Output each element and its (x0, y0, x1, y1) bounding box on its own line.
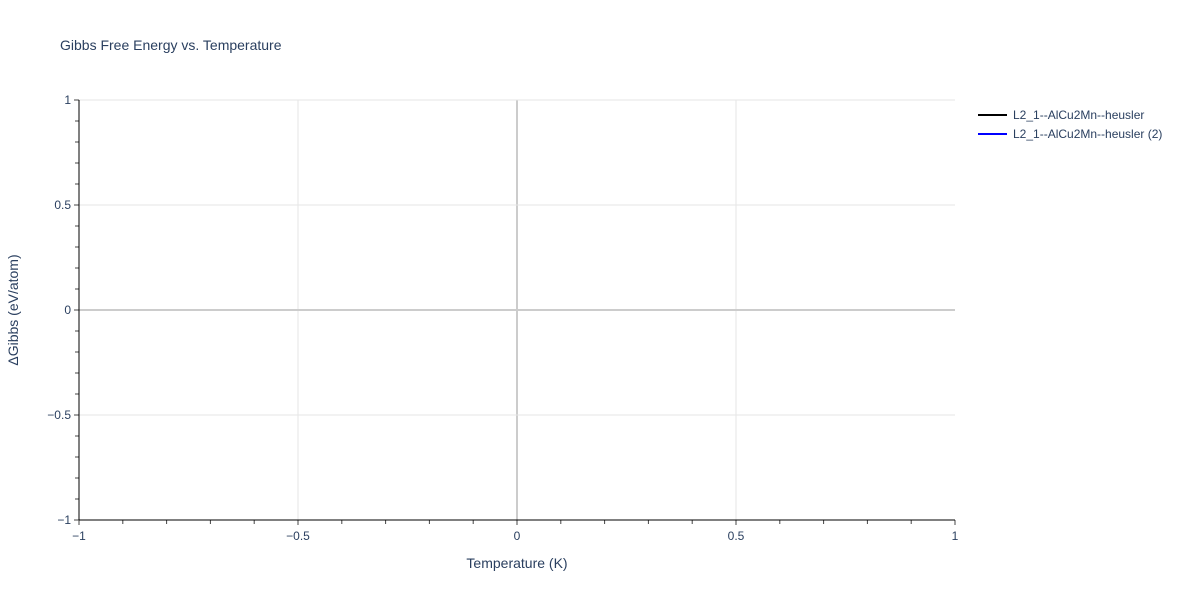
x-tick-label: 1 (952, 529, 959, 543)
x-tick-label: 0 (514, 529, 521, 543)
chart-title: Gibbs Free Energy vs. Temperature (60, 37, 282, 53)
legend: L2_1--AlCu2Mn--heusler L2_1--AlCu2Mn--heu… (978, 108, 1162, 141)
x-tick-label: −1 (72, 529, 86, 543)
y-tick-label: −0.5 (47, 408, 71, 422)
grid (79, 99, 955, 520)
y-tick-label: −1 (57, 513, 71, 527)
y-tick-label: 0 (64, 303, 71, 317)
legend-label: L2_1--AlCu2Mn--heusler (1013, 108, 1144, 122)
x-tick-label: −0.5 (286, 529, 310, 543)
y-tick-label: 0.5 (54, 198, 71, 212)
x-axis-label: Temperature (K) (466, 555, 567, 571)
legend-label: L2_1--AlCu2Mn--heusler (2) (1013, 127, 1162, 141)
x-tick-label: 0.5 (728, 529, 745, 543)
y-axis-label: ΔGibbs (eV/atom) (5, 254, 21, 365)
y-tick-label: 1 (64, 93, 71, 107)
axes: −1 −0.5 0 0.5 1 −1 −0.5 0 0.5 1 (47, 93, 958, 543)
